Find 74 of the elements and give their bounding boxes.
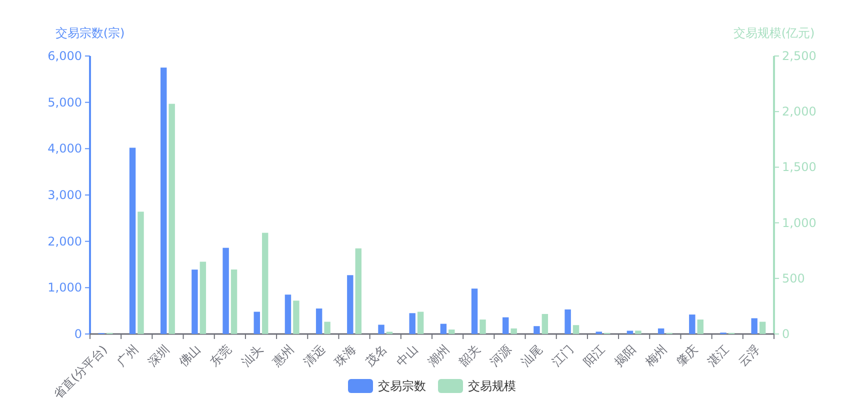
bar [324,322,330,334]
bar [635,330,642,334]
bar [697,320,704,334]
x-tick-label: 云浮 [736,342,763,370]
bar [254,312,260,334]
bar [564,309,571,334]
x-tick-label: 汕尾 [518,342,546,370]
bar [440,324,447,334]
bar [572,325,580,334]
x-tick-label: 韶关 [456,342,484,370]
y-tick-label: 1,000 [48,280,82,295]
x-tick-label: 佛山 [176,342,204,370]
x-tick-label: 揭阳 [612,342,638,370]
x-tick-label: 深圳 [145,342,172,370]
y2-tick-label: 2,500 [782,49,816,63]
bar [222,248,229,334]
y-tick-label: 5,000 [48,95,82,110]
bar [200,262,206,334]
y2-tick-label: 2,000 [782,104,816,119]
y2-tick-label: 1,000 [782,216,816,230]
x-tick-label: 湛江 [704,342,732,370]
y-tick-label: 0 [74,327,82,341]
y2-tick-label: 0 [782,327,790,341]
x-tick-label: 广州 [114,342,142,370]
x-tick-label: 东莞 [207,342,234,370]
x-tick-label: 梅州 [642,342,670,370]
bar [417,312,424,334]
bar [262,232,268,334]
x-tick-label: 茂名 [362,342,390,370]
y-tick-label: 3,000 [48,188,82,202]
bar [480,320,486,334]
y-tick-label: 6,000 [48,49,82,63]
bar [168,104,175,334]
bar [502,317,509,334]
bar [138,212,144,334]
bar [160,68,167,334]
y-tick-label: 2,000 [48,234,82,248]
bar [230,270,238,334]
bar [355,248,362,334]
bar [378,324,384,334]
bar [316,308,322,334]
x-tick-label: 省直(分平台) [50,342,110,402]
x-tick-label: 珠海 [332,342,359,370]
bar [510,328,517,334]
y-tick-label: 4,000 [48,142,82,156]
bar [689,314,696,334]
y2-axis-title: 交易规模(亿元) [733,26,815,40]
bar [192,270,198,334]
bar [759,322,766,334]
bar [751,318,758,334]
x-tick-label: 清远 [300,342,328,370]
bar [284,294,292,334]
bar [471,288,478,334]
bar [293,300,300,334]
x-tick-label: 肇庆 [674,342,701,370]
x-tick-label: 汕头 [238,342,266,370]
y-axis-title: 交易宗数(宗) [55,26,125,40]
y2-tick-label: 500 [782,271,805,286]
legend-label: 交易宗数 [378,379,426,393]
bar [534,326,540,334]
x-tick-label: 惠州 [268,342,296,370]
bar [129,148,136,334]
y2-tick-label: 1,500 [782,160,816,174]
bar [542,314,548,334]
bar [347,275,354,334]
x-tick-label: 阳江 [580,342,608,370]
bar [658,328,664,334]
x-tick-label: 中山 [394,342,421,370]
bar [448,330,455,334]
bar [409,313,416,334]
legend-label: 交易规模 [468,379,516,393]
x-tick-label: 江门 [549,342,576,370]
x-tick-label: 潮州 [425,342,452,370]
x-tick-label: 河源 [487,342,514,370]
